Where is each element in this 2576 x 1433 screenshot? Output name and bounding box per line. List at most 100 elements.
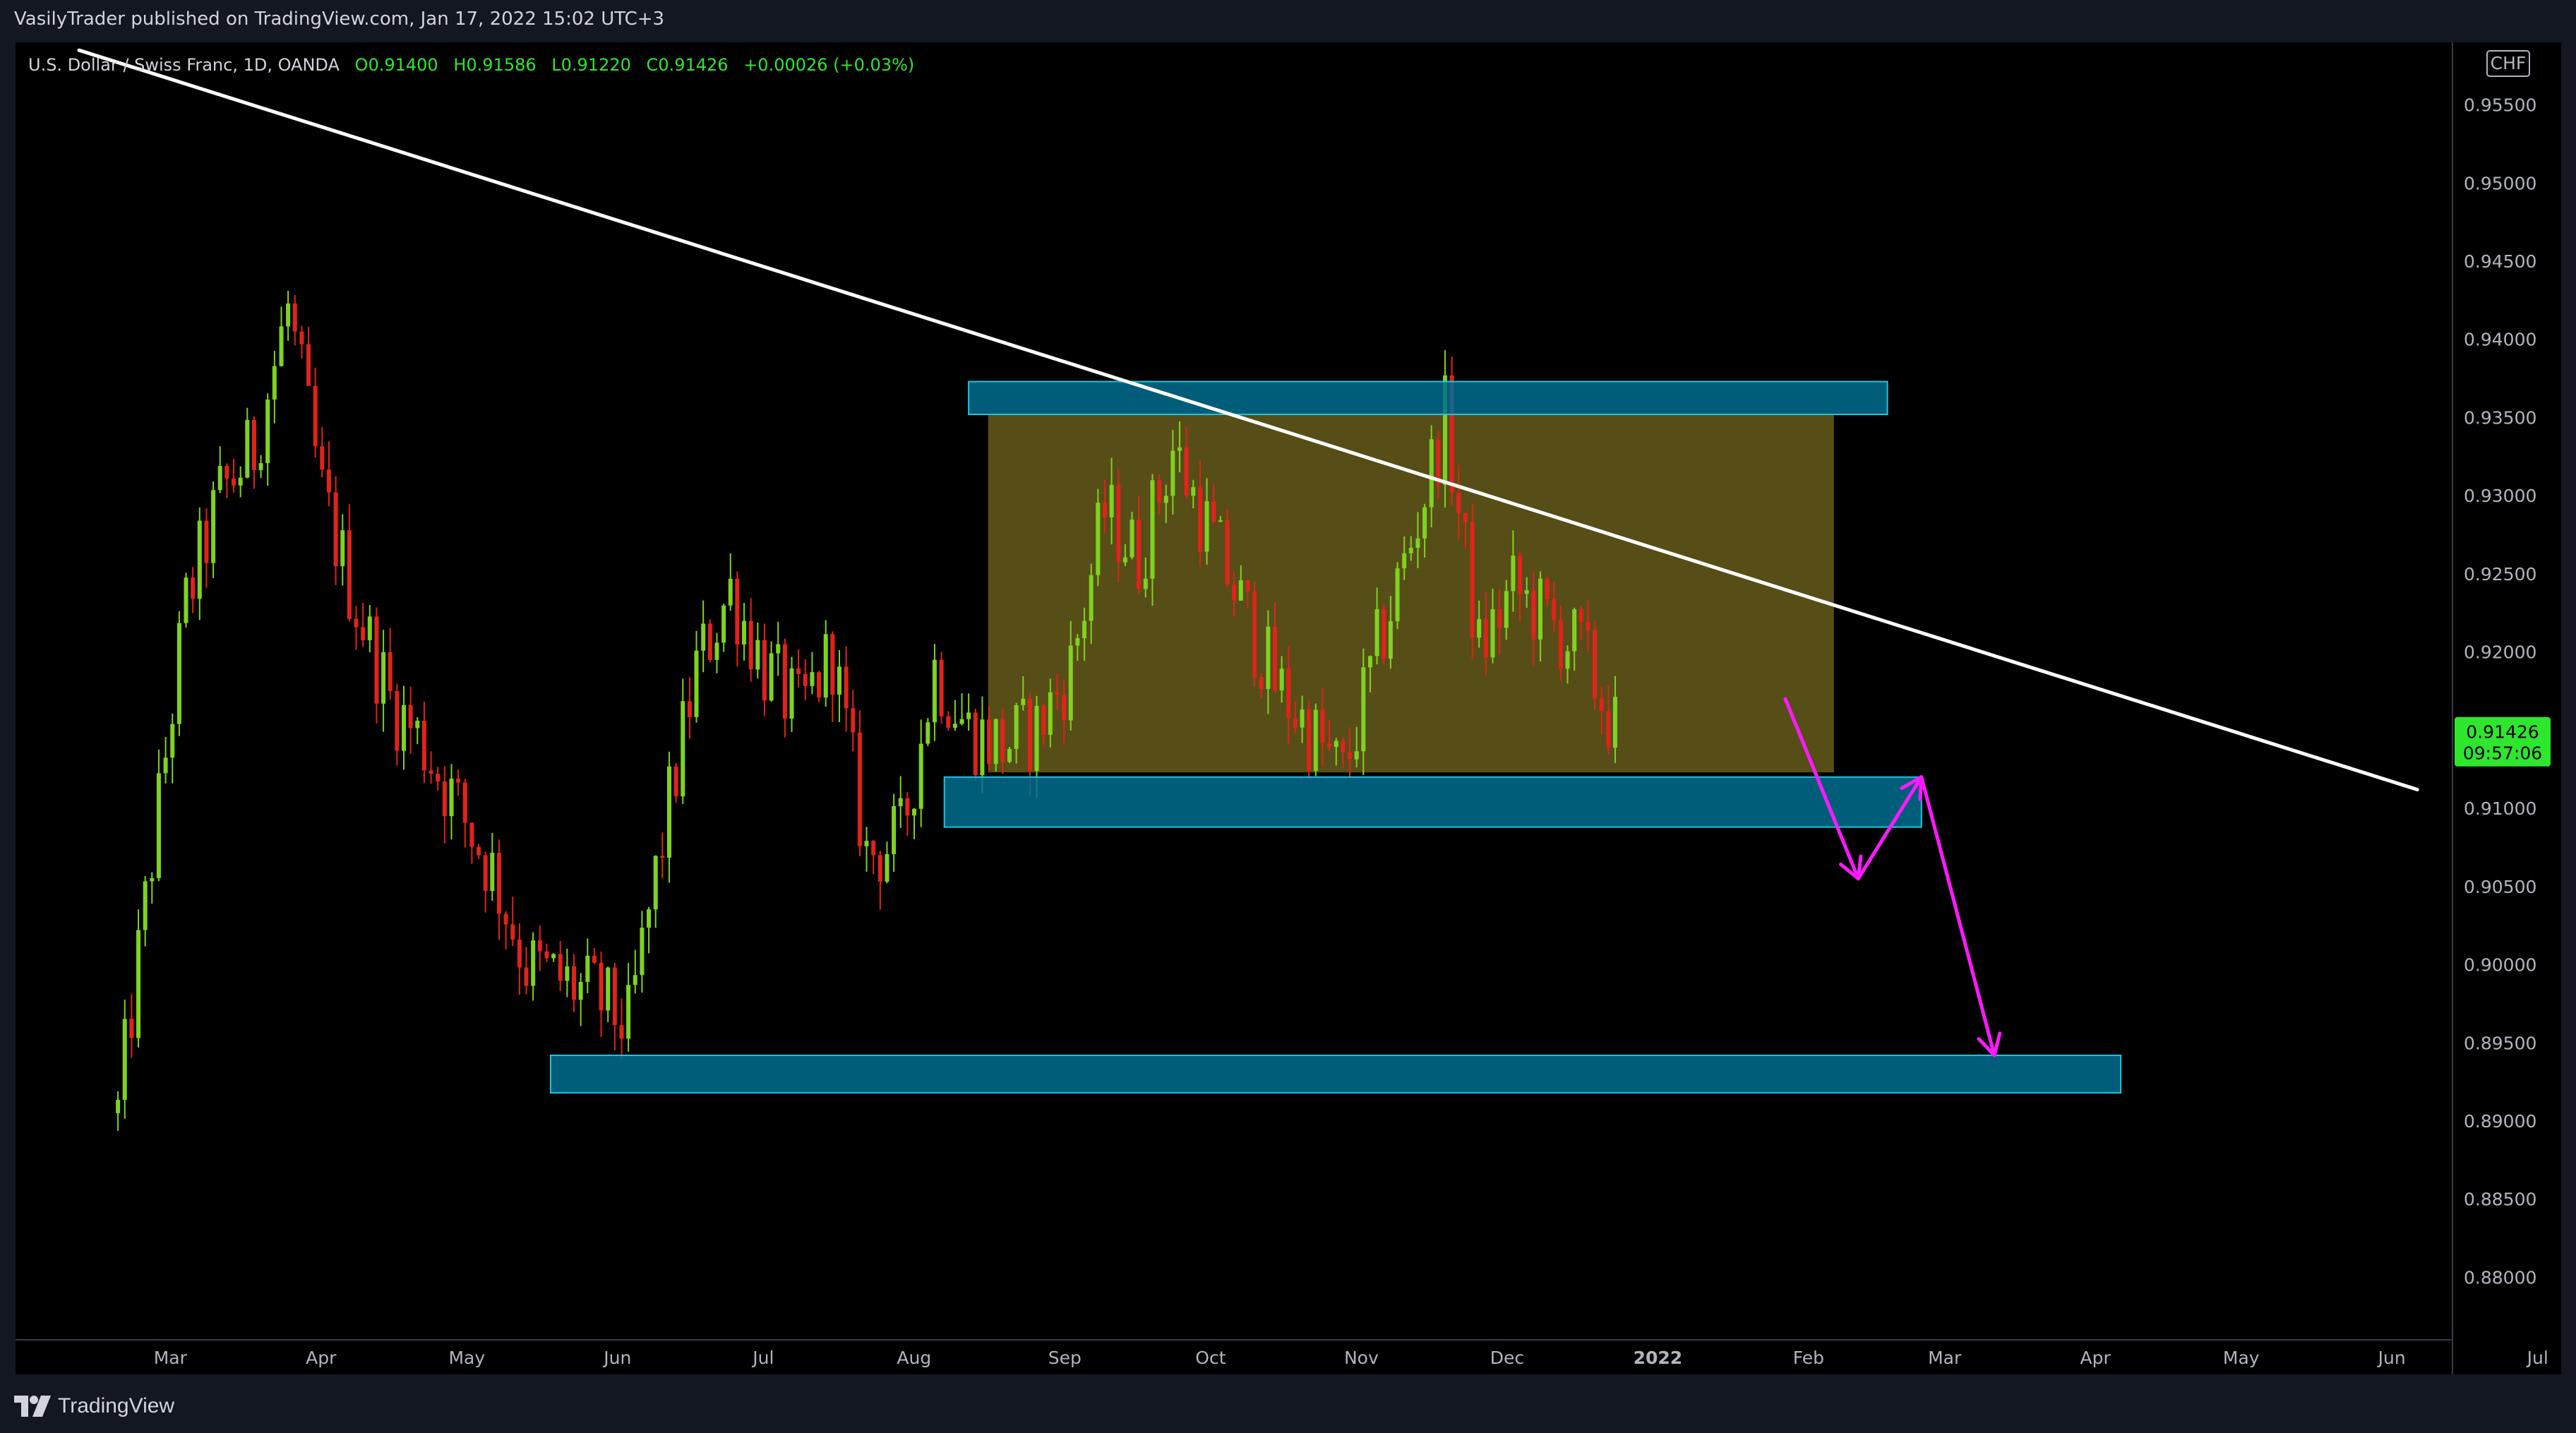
- tradingview-logo-icon: [14, 1396, 51, 1417]
- candle-body: [1599, 698, 1604, 712]
- candle-body: [1191, 487, 1196, 496]
- candle-body: [197, 520, 202, 599]
- price-tick-label: 0.89000: [2464, 1111, 2536, 1132]
- tradingview-wordmark: TradingView: [58, 1394, 175, 1417]
- candle-body: [116, 1100, 121, 1113]
- candle-body: [279, 326, 284, 366]
- candle-body: [640, 928, 645, 976]
- candle-body: [136, 930, 141, 1038]
- time-tick-label: Mar: [154, 1348, 188, 1368]
- candle-body: [1565, 651, 1570, 669]
- candle-body: [1490, 608, 1495, 658]
- candle-body: [1382, 608, 1386, 659]
- candle-body: [1218, 520, 1223, 522]
- candle-body: [789, 668, 794, 719]
- candle-body: [1578, 609, 1583, 623]
- currency-badge[interactable]: CHF: [2486, 50, 2530, 77]
- candle-body: [952, 724, 957, 728]
- candle-body: [313, 385, 318, 447]
- candle-body: [1586, 622, 1590, 630]
- candle-body: [1422, 507, 1427, 539]
- candle-body: [1252, 591, 1257, 678]
- candle-body: [1348, 752, 1353, 760]
- candle-body: [1245, 580, 1250, 592]
- candle-body: [1511, 556, 1516, 592]
- candle-body: [837, 666, 841, 695]
- candle-body: [782, 644, 787, 719]
- candle-body: [1041, 705, 1046, 735]
- candle-body: [1545, 578, 1550, 600]
- candle-body: [1429, 439, 1434, 508]
- price-tick-label: 0.92500: [2464, 564, 2536, 584]
- time-tick-label: Oct: [1195, 1348, 1226, 1368]
- candle-body: [156, 773, 161, 878]
- candle-body: [918, 743, 923, 809]
- candle-body: [354, 618, 359, 628]
- candle-body: [1048, 692, 1053, 735]
- time-tick-label: Apr: [2080, 1348, 2111, 1368]
- candle-body: [544, 951, 549, 959]
- candle-body: [871, 841, 876, 856]
- candle-body: [633, 975, 637, 985]
- candle-body: [258, 463, 263, 470]
- price-tick-label: 0.92000: [2464, 642, 2536, 663]
- candle-body: [742, 620, 747, 645]
- candle-body: [1415, 538, 1420, 548]
- time-tick-label: Mar: [1928, 1348, 1962, 1368]
- candle-body: [1130, 519, 1134, 558]
- candle-body: [456, 779, 461, 783]
- time-tick-label: Dec: [1490, 1348, 1524, 1368]
- candle-body: [912, 808, 917, 816]
- candle-body: [402, 704, 407, 751]
- projection-arrow-head: [1839, 862, 1860, 881]
- price-tick-label: 0.89500: [2464, 1033, 2536, 1053]
- candle-body: [1374, 608, 1379, 656]
- candle-body: [1531, 590, 1536, 640]
- candle-body: [592, 955, 597, 963]
- ohlc-low: L0.91220: [551, 55, 631, 75]
- candle-body: [885, 853, 889, 882]
- candle-body: [1334, 741, 1338, 748]
- candle-body: [939, 659, 944, 716]
- candle-body: [381, 652, 386, 704]
- candle-body: [851, 708, 856, 733]
- candle-body: [1449, 375, 1454, 493]
- candle-body: [176, 623, 181, 724]
- candle-body: [1232, 584, 1237, 601]
- candle-body: [1116, 484, 1121, 563]
- candle-body: [578, 981, 583, 1000]
- ohlc-open: O0.91400: [355, 55, 438, 75]
- candle-body: [905, 798, 910, 816]
- candle-body: [1000, 719, 1005, 762]
- candle-body: [211, 490, 216, 563]
- tradingview-brand[interactable]: TradingView: [14, 1389, 174, 1423]
- candle-body: [1102, 503, 1107, 517]
- candle-body: [469, 822, 474, 847]
- price-tick-label: 0.91000: [2464, 798, 2536, 819]
- resistance-zone: [968, 380, 1888, 416]
- price-tick-label: 0.93000: [2464, 486, 2536, 506]
- candle-body: [299, 331, 304, 344]
- candle-body: [565, 966, 570, 981]
- time-tick-label: 2022: [1634, 1348, 1683, 1368]
- price-axis-panel[interactable]: [2452, 42, 2561, 1374]
- candle-body: [1055, 692, 1060, 695]
- candle-body: [1279, 668, 1284, 690]
- candle-body: [150, 877, 155, 882]
- candle-body: [572, 966, 577, 1000]
- candle-body: [748, 620, 753, 670]
- footer-bar: [0, 1381, 2576, 1433]
- candle-body: [415, 721, 420, 729]
- publish-header: VasilyTrader published on TradingView.co…: [0, 0, 2576, 42]
- candle-body: [1272, 626, 1277, 690]
- candle-body: [1572, 609, 1577, 652]
- candle-body: [694, 650, 699, 717]
- candle-body: [973, 712, 978, 776]
- ohlc-close: C0.91426: [647, 55, 729, 75]
- candle-body: [449, 779, 454, 817]
- candle-body: [728, 578, 733, 606]
- price-tick-label: 0.90000: [2464, 955, 2536, 976]
- candle-body: [1178, 447, 1182, 451]
- candle-body: [776, 644, 781, 654]
